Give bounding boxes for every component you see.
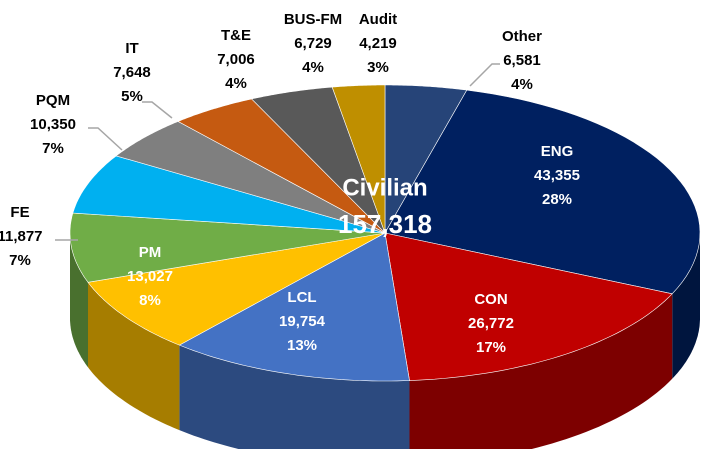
value-label: 6,729: [294, 35, 332, 52]
percent-label: 4%: [511, 76, 533, 93]
center-label: Civilian: [342, 174, 427, 201]
slice: [178, 232, 410, 382]
value-label: 4,219: [359, 35, 397, 52]
leader-line: [142, 101, 173, 119]
category-label: PM: [139, 244, 162, 261]
category-label: Other: [502, 28, 542, 45]
pie-sides: [70, 233, 700, 449]
slice-side: [70, 233, 88, 368]
category-label: CON: [474, 291, 507, 308]
slice: [69, 212, 386, 283]
value-label: 7,648: [113, 64, 151, 81]
category-label: ENG: [541, 143, 574, 160]
slice: [384, 232, 673, 381]
leader-line: [88, 127, 123, 151]
slice: [177, 98, 386, 234]
category-label: T&E: [221, 27, 251, 44]
value-label: 43,355: [534, 167, 580, 184]
category-label: PQM: [36, 92, 70, 109]
percent-label: 28%: [542, 191, 572, 208]
value-label: 10,350: [30, 116, 76, 133]
total-label: 157,318: [338, 209, 432, 239]
category-label: BUS-FM: [284, 11, 342, 28]
slice: [331, 84, 386, 234]
percent-label: 7%: [42, 140, 64, 157]
slice-side: [672, 233, 700, 379]
percent-label: 8%: [139, 292, 161, 309]
value-label: 6,581: [503, 52, 541, 69]
percent-label: 3%: [367, 59, 389, 76]
value-label: 13,027: [127, 268, 173, 285]
slice: [384, 84, 468, 235]
slice: [87, 232, 386, 346]
leader-line: [469, 63, 500, 87]
slice: [115, 121, 386, 234]
value-label: 19,754: [279, 313, 326, 330]
percent-label: 4%: [225, 75, 247, 92]
slice: [250, 86, 386, 234]
value-label: 26,772: [468, 315, 514, 332]
value-label: 11,877: [0, 228, 43, 245]
value-label: 7,006: [217, 51, 255, 68]
slice-side: [88, 282, 180, 431]
percent-label: 4%: [302, 59, 324, 76]
slice-side: [409, 293, 673, 449]
slice: [384, 89, 701, 295]
percent-label: 17%: [476, 339, 506, 356]
percent-label: 7%: [9, 252, 31, 269]
slice-side: [179, 345, 410, 449]
category-label: LCL: [287, 289, 316, 306]
category-label: FE: [10, 204, 29, 221]
category-label: IT: [125, 40, 138, 57]
slice: [72, 155, 386, 234]
category-label: Audit: [359, 11, 397, 28]
pie-tops: [69, 84, 701, 382]
percent-label: 13%: [287, 337, 317, 354]
percent-label: 5%: [121, 88, 143, 105]
